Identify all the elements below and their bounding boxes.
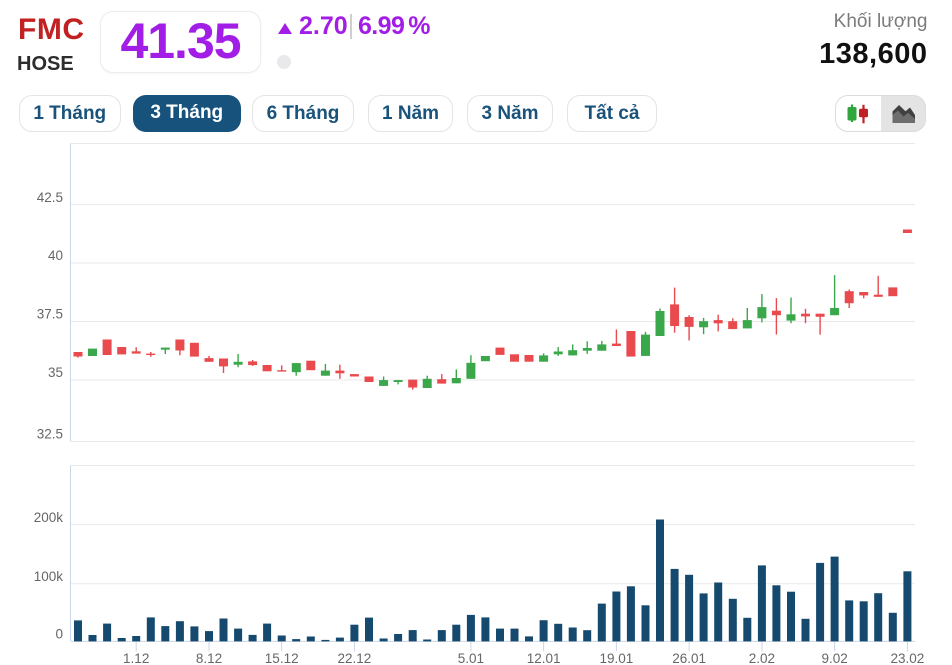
svg-text:35: 35 [48, 365, 63, 380]
svg-text:40: 40 [48, 248, 63, 263]
svg-text:9.02: 9.02 [821, 651, 847, 665]
svg-text:1.12: 1.12 [123, 651, 149, 665]
svg-text:100k: 100k [34, 569, 64, 584]
svg-text:42.5: 42.5 [37, 190, 63, 205]
svg-text:12.01: 12.01 [527, 651, 561, 665]
svg-text:23.02: 23.02 [891, 651, 925, 665]
svg-text:32.5: 32.5 [37, 427, 63, 442]
svg-text:26.01: 26.01 [672, 651, 706, 665]
svg-text:5.01: 5.01 [458, 651, 484, 665]
svg-text:8.12: 8.12 [196, 651, 222, 665]
svg-text:19.01: 19.01 [600, 651, 634, 665]
svg-text:200k: 200k [34, 510, 64, 525]
svg-text:0: 0 [55, 627, 63, 642]
svg-text:15.12: 15.12 [265, 651, 299, 665]
svg-text:37.5: 37.5 [37, 307, 63, 322]
svg-text:2.02: 2.02 [749, 651, 775, 665]
svg-text:22.12: 22.12 [338, 651, 372, 665]
